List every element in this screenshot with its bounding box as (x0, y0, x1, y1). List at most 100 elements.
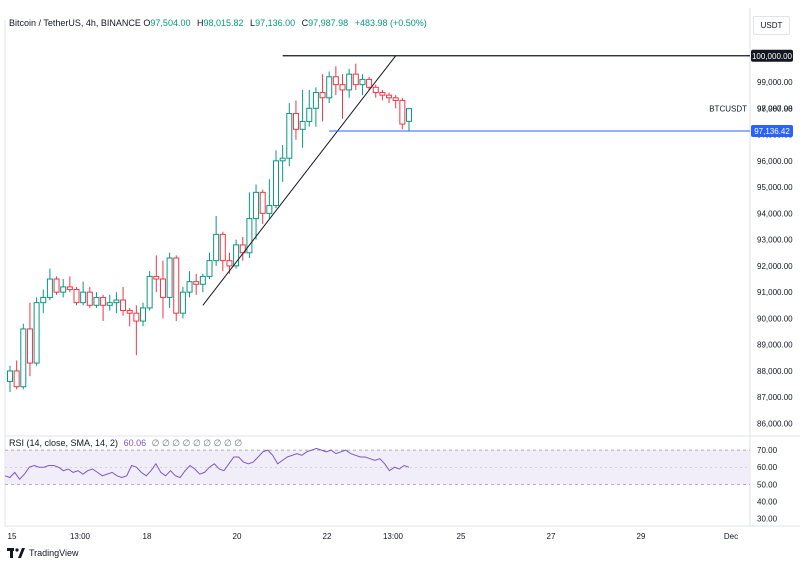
candle (93, 292, 100, 308)
low-label: L (250, 18, 256, 28)
candle (159, 260, 166, 319)
candle-body (53, 278, 60, 293)
candle (193, 273, 200, 295)
candle-body (299, 120, 306, 130)
currency-unit-label: USDT (760, 21, 783, 30)
open-value: 97,504.00 (150, 18, 191, 28)
current-price-label: 97,987.98 (757, 105, 793, 114)
resistance-price-tag (751, 49, 793, 62)
candle-body (126, 310, 133, 314)
candle-body (120, 299, 127, 312)
candle-body (13, 370, 20, 388)
candle (259, 189, 266, 224)
price-tick-label: 95,000.00 (757, 183, 793, 192)
candle (40, 289, 47, 314)
candle-body (406, 108, 412, 122)
candle-body (159, 278, 166, 298)
time-tick-label: 22 (323, 532, 332, 541)
candle-body (7, 370, 13, 382)
price-tick-label: 99,000.00 (757, 78, 793, 87)
candle (86, 286, 93, 308)
price-tick-label: 98,000.00 (757, 104, 793, 113)
candle-body (60, 286, 67, 293)
candle-body (339, 84, 346, 91)
candle-body (259, 191, 266, 214)
rsi-tick-label: 70.00 (757, 446, 778, 455)
candle (299, 89, 306, 148)
close-value: 97,987.98 (308, 18, 349, 28)
rsi-tick-label: 50.00 (757, 480, 778, 489)
candle-body (239, 244, 246, 254)
candle-body (80, 291, 87, 304)
candle-body (213, 233, 220, 262)
candle-body (140, 307, 146, 322)
candle (26, 302, 33, 377)
candle-body (40, 296, 47, 304)
candle-body (179, 291, 186, 314)
candle (166, 252, 173, 308)
candle (53, 276, 60, 295)
price-tick-label: 87,000.00 (757, 393, 793, 402)
rsi-tick-label: 40.00 (757, 497, 778, 506)
candle-body (399, 99, 406, 125)
candle (140, 302, 146, 327)
candle-body (332, 76, 339, 86)
candle (219, 231, 226, 272)
candle-body (26, 328, 33, 364)
support-price-tag (751, 124, 793, 137)
candle-body (366, 78, 373, 88)
candle (266, 179, 273, 219)
currency-unit-button[interactable]: USDT (753, 16, 790, 35)
price-tick-label: 91,000.00 (757, 288, 793, 297)
rsi-title: RSI (14, close, SMA, 14, 2) (9, 438, 119, 448)
time-tick-label: 29 (637, 532, 646, 541)
candle (339, 74, 346, 119)
candle-body (153, 275, 160, 280)
candle (366, 76, 373, 90)
candle-body (346, 73, 353, 91)
close-label: C (301, 18, 309, 28)
resistance-price-label: 100,000.00 (752, 52, 793, 61)
candle (153, 255, 160, 293)
tradingview-branding[interactable]: TradingView (7, 548, 79, 558)
time-tick-label: 18 (143, 532, 152, 541)
candle-body (173, 257, 180, 314)
candle-body (319, 92, 326, 99)
low-value: 97,136.00 (255, 18, 296, 28)
trendline (202, 55, 397, 306)
candle (186, 271, 193, 298)
price-tick-label: 94,000.00 (757, 209, 793, 218)
candle-body (292, 113, 299, 130)
candle-body (233, 244, 240, 267)
candle (213, 215, 220, 266)
price-tick-label: 89,000.00 (757, 341, 793, 350)
candle (406, 107, 412, 131)
candle (126, 307, 133, 327)
candle (73, 286, 80, 306)
candle-body (246, 218, 253, 254)
candle-body (253, 191, 260, 220)
candle (33, 297, 40, 366)
candle (239, 237, 246, 261)
candle (399, 97, 406, 130)
symbol-legend: Bitcoin / TetherUS, 4h, BINANCE O97,504.… (9, 18, 431, 28)
rsi-line (4, 447, 410, 480)
time-tick-label: 13:00 (70, 532, 91, 541)
time-tick-label: Dec (724, 532, 738, 541)
candle-body (273, 160, 279, 206)
candle (346, 68, 353, 98)
candle-body (306, 107, 313, 122)
rsi-value: 60.06 (123, 438, 147, 448)
candle (146, 271, 153, 311)
candle (80, 281, 87, 306)
rsi-tick-label: 60.00 (757, 463, 778, 472)
candle-body (100, 296, 107, 306)
candle-body (193, 281, 200, 285)
candle (233, 239, 240, 269)
candle-body (66, 286, 73, 291)
candle (199, 273, 206, 293)
candle (66, 276, 73, 293)
candle-body (20, 328, 27, 388)
candle-body (392, 97, 399, 101)
